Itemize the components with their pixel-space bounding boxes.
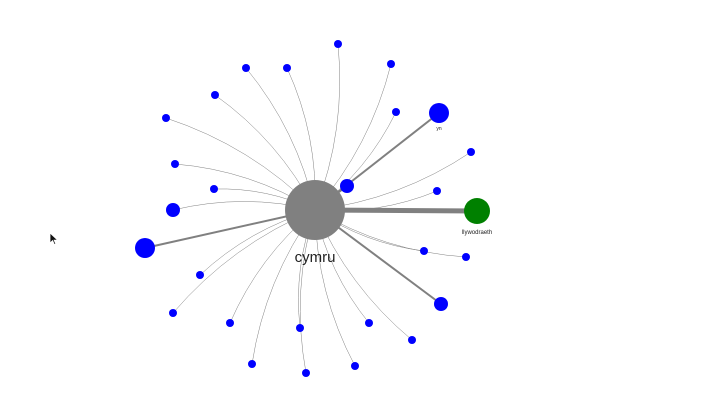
node-n-top-mid[interactable]	[283, 64, 291, 72]
node-n-left-upper-1[interactable]	[196, 271, 204, 279]
node-left-mid[interactable]	[166, 203, 180, 217]
node-n-left-lower[interactable]	[169, 309, 177, 317]
node-lower-right[interactable]	[434, 297, 448, 311]
node-n-top[interactable]	[334, 40, 342, 48]
node-layer: llywodraeth yn	[135, 40, 492, 377]
node-yn[interactable]	[429, 103, 449, 123]
node-label-llywodraeth: llywodraeth	[462, 230, 492, 236]
node-n-right-5[interactable]	[462, 253, 470, 261]
node-n-bottom-right-2[interactable]	[365, 319, 373, 327]
node-big-left[interactable]	[135, 238, 155, 258]
node-n-right-3[interactable]	[433, 187, 441, 195]
node-n-right-upper[interactable]	[392, 108, 400, 116]
node-n-top-left-2[interactable]	[242, 64, 250, 72]
node-n-right-2[interactable]	[467, 148, 475, 156]
center-node-label: cymru	[295, 249, 336, 266]
node-n-top-right[interactable]	[387, 60, 395, 68]
node-n-bottom-3[interactable]	[296, 324, 304, 332]
node-n-bottom-2[interactable]	[302, 369, 310, 377]
node-n-bottom-right-1[interactable]	[408, 336, 416, 344]
node-n-left-top-1[interactable]	[171, 160, 179, 168]
node-n-bottom-left-1[interactable]	[248, 360, 256, 368]
node-label-yn: yn	[436, 126, 442, 132]
node-n-left-top-2[interactable]	[162, 114, 170, 122]
node-n-left-upper-2[interactable]	[210, 185, 218, 193]
node-n-right-4[interactable]	[420, 247, 428, 255]
node-n-bottom-1[interactable]	[351, 362, 359, 370]
node-n-top-left-1[interactable]	[211, 91, 219, 99]
center-node[interactable]	[285, 180, 345, 240]
node-n-bottom-left-2[interactable]	[226, 319, 234, 327]
mouse-cursor-icon	[49, 232, 59, 246]
node-near-center[interactable]	[340, 179, 354, 193]
node-llywodraeth[interactable]	[464, 198, 490, 224]
